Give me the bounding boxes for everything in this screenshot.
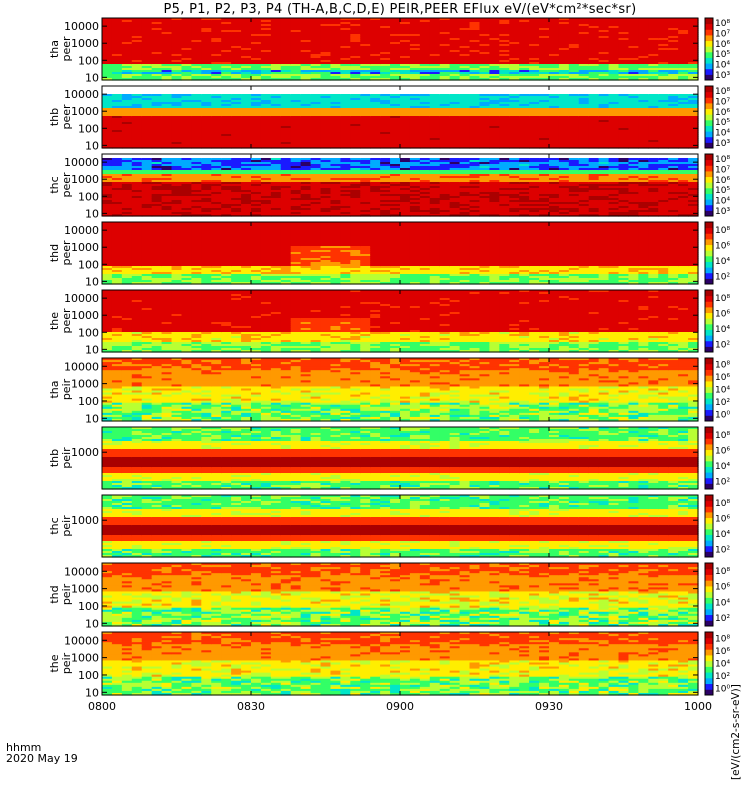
colorbar-segment (705, 46, 713, 52)
colorbar-tick-label: 10⁴ (715, 129, 730, 139)
colorbar-tick-label: 10³ (715, 71, 730, 81)
colorbar-segment (705, 103, 713, 109)
ytick-label: 10000 (64, 88, 99, 101)
colorbar-tick-label: 10⁵ (715, 50, 730, 60)
ytick-label: 10 (85, 139, 99, 152)
colorbar-tick-label: 10⁵ (715, 118, 730, 128)
colorbar-segment (705, 97, 713, 103)
ytick-label: 100 (78, 54, 99, 67)
ytick-label: 1000 (71, 37, 99, 50)
colorbar-segment (705, 35, 713, 41)
colorbar-segment (705, 92, 713, 98)
ytick-label: 10000 (64, 20, 99, 33)
colorbar-segment (705, 29, 713, 35)
colorbar-tick-label: 10⁸ (715, 19, 730, 29)
colorbar-segment (705, 120, 713, 126)
colorbar-segment (705, 41, 713, 47)
colorbar-segment (705, 109, 713, 115)
colorbar-segment (705, 125, 713, 131)
colorbar-segment (705, 86, 713, 92)
colorbar-tick-label: 10⁴ (715, 61, 730, 71)
colorbar-segment (705, 18, 713, 24)
colorbar-segment (705, 69, 713, 75)
colorbar-segment (705, 63, 713, 69)
colorbar-tick-label: 10⁷ (715, 30, 730, 40)
ytick-label: 100 (78, 122, 99, 135)
colorbar-segment (705, 137, 713, 143)
colorbar-segment (705, 24, 713, 30)
colorbar-segment (705, 57, 713, 63)
colorbar-tick-label: 10⁸ (715, 87, 730, 97)
colorbar-tick-label: 10⁶ (715, 40, 730, 50)
ytick-label: 10 (85, 71, 99, 84)
colorbar-tick-label: 10³ (715, 139, 730, 149)
colorbar-segment (705, 131, 713, 137)
colorbar-segment (705, 114, 713, 120)
colorbar-segment (705, 52, 713, 58)
ytick-label: 1000 (71, 105, 99, 118)
colorbar-tick-label: 10⁷ (715, 98, 730, 108)
colorbar-tick-label: 10⁶ (715, 108, 730, 118)
